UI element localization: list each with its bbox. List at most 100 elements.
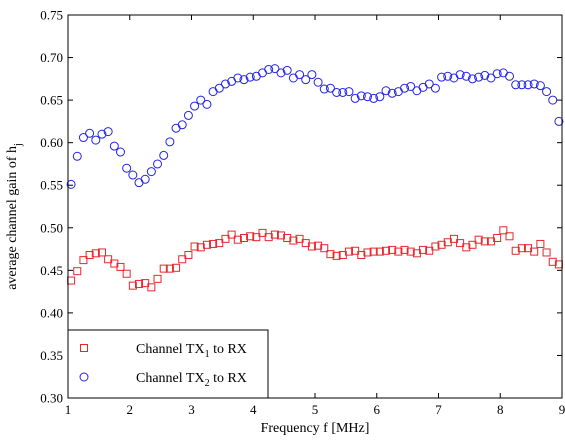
data-point: [165, 137, 175, 147]
legend-label-main: Channel TX: [136, 342, 205, 357]
data-point: [214, 83, 224, 93]
legend-box: [67, 329, 269, 399]
data-point: [351, 246, 360, 255]
legend-label-subscript: 2: [205, 378, 210, 389]
data-point: [270, 230, 279, 239]
data-point: [363, 248, 372, 257]
data-point: [270, 64, 280, 74]
data-point: [307, 242, 316, 251]
data-point: [382, 246, 391, 255]
data-point: [73, 267, 82, 276]
data-point: [456, 239, 465, 248]
series-2: [66, 64, 564, 189]
x-tick-label: 8: [497, 402, 504, 417]
data-point: [511, 80, 521, 90]
data-point: [153, 274, 162, 283]
x-tick-label: 1: [65, 402, 72, 417]
data-point: [474, 235, 483, 244]
data-point: [332, 251, 341, 260]
data-point: [462, 243, 471, 252]
legend-marker: [79, 372, 89, 382]
data-point: [277, 231, 286, 240]
y-tick-label: 0.50: [40, 220, 63, 235]
data-point: [369, 93, 379, 103]
x-tick-label: 7: [435, 402, 442, 417]
data-point: [535, 81, 545, 91]
data-point: [109, 141, 119, 151]
data-point: [369, 247, 378, 256]
x-tick-label: 5: [312, 402, 319, 417]
data-point: [542, 87, 552, 97]
data-point: [375, 92, 385, 102]
legend-marker: [80, 344, 88, 352]
data-point: [505, 232, 514, 241]
data-point: [400, 83, 410, 93]
y-axis-label-main: average channel gain of h: [5, 146, 20, 290]
legend-label: Channel TX1 to RX: [136, 342, 247, 360]
x-tick-label: 2: [127, 402, 134, 417]
data-point: [387, 88, 397, 98]
data-point: [221, 234, 230, 243]
data-point: [529, 79, 539, 89]
data-point: [178, 255, 187, 264]
data-point: [523, 80, 533, 90]
data-point: [499, 226, 508, 235]
y-tick-label: 0.65: [40, 93, 63, 108]
data-point: [276, 68, 286, 78]
data-point: [177, 120, 187, 130]
data-point: [79, 256, 88, 265]
data-point: [357, 251, 366, 260]
data-point: [493, 233, 502, 242]
data-point: [511, 246, 520, 255]
data-point: [104, 255, 113, 264]
x-tick-label: 4: [250, 402, 257, 417]
data-point: [356, 91, 366, 101]
data-point: [332, 87, 342, 97]
data-point: [424, 79, 434, 89]
data-point: [85, 251, 94, 260]
data-point: [394, 247, 403, 256]
data-point: [320, 244, 329, 253]
data-point: [190, 242, 199, 251]
data-point: [325, 83, 335, 93]
data-marks: [66, 64, 564, 292]
data-point: [480, 70, 490, 80]
legend-label: Channel TX2 to RX: [136, 371, 247, 389]
data-point: [455, 70, 465, 80]
data-point: [190, 101, 200, 111]
data-point: [338, 87, 348, 97]
data-point: [233, 235, 242, 244]
y-axis-label-subscript: j: [13, 143, 24, 147]
data-point: [319, 84, 329, 94]
data-point: [184, 251, 193, 260]
data-point: [314, 241, 323, 250]
y-tick-label: 0.60: [40, 135, 63, 150]
data-point: [461, 71, 471, 81]
legend-label-suffix: to RX: [210, 342, 247, 357]
data-point: [468, 240, 477, 249]
data-point: [140, 174, 150, 184]
data-point: [362, 92, 372, 102]
data-point: [172, 263, 181, 272]
y-tick-label: 0.55: [40, 178, 63, 193]
data-point: [66, 179, 76, 189]
data-point: [159, 264, 168, 273]
data-point: [72, 151, 82, 161]
data-point: [431, 242, 440, 251]
legend-item-1: Channel TX1 to RX: [80, 342, 247, 360]
data-point: [301, 75, 311, 85]
y-axis-label: average channel gain of hj: [5, 143, 24, 290]
data-point: [307, 70, 317, 80]
y-tick-label: 0.75: [40, 8, 63, 23]
y-tick-label: 0.35: [40, 348, 63, 363]
data-point: [165, 264, 174, 273]
data-point: [91, 135, 101, 145]
data-point: [122, 269, 131, 278]
data-point: [103, 127, 113, 137]
data-point: [517, 244, 526, 253]
legend-label-suffix: to RX: [210, 371, 247, 386]
data-point: [350, 93, 360, 103]
x-axis-label: Frequency f [MHz]: [261, 421, 370, 436]
